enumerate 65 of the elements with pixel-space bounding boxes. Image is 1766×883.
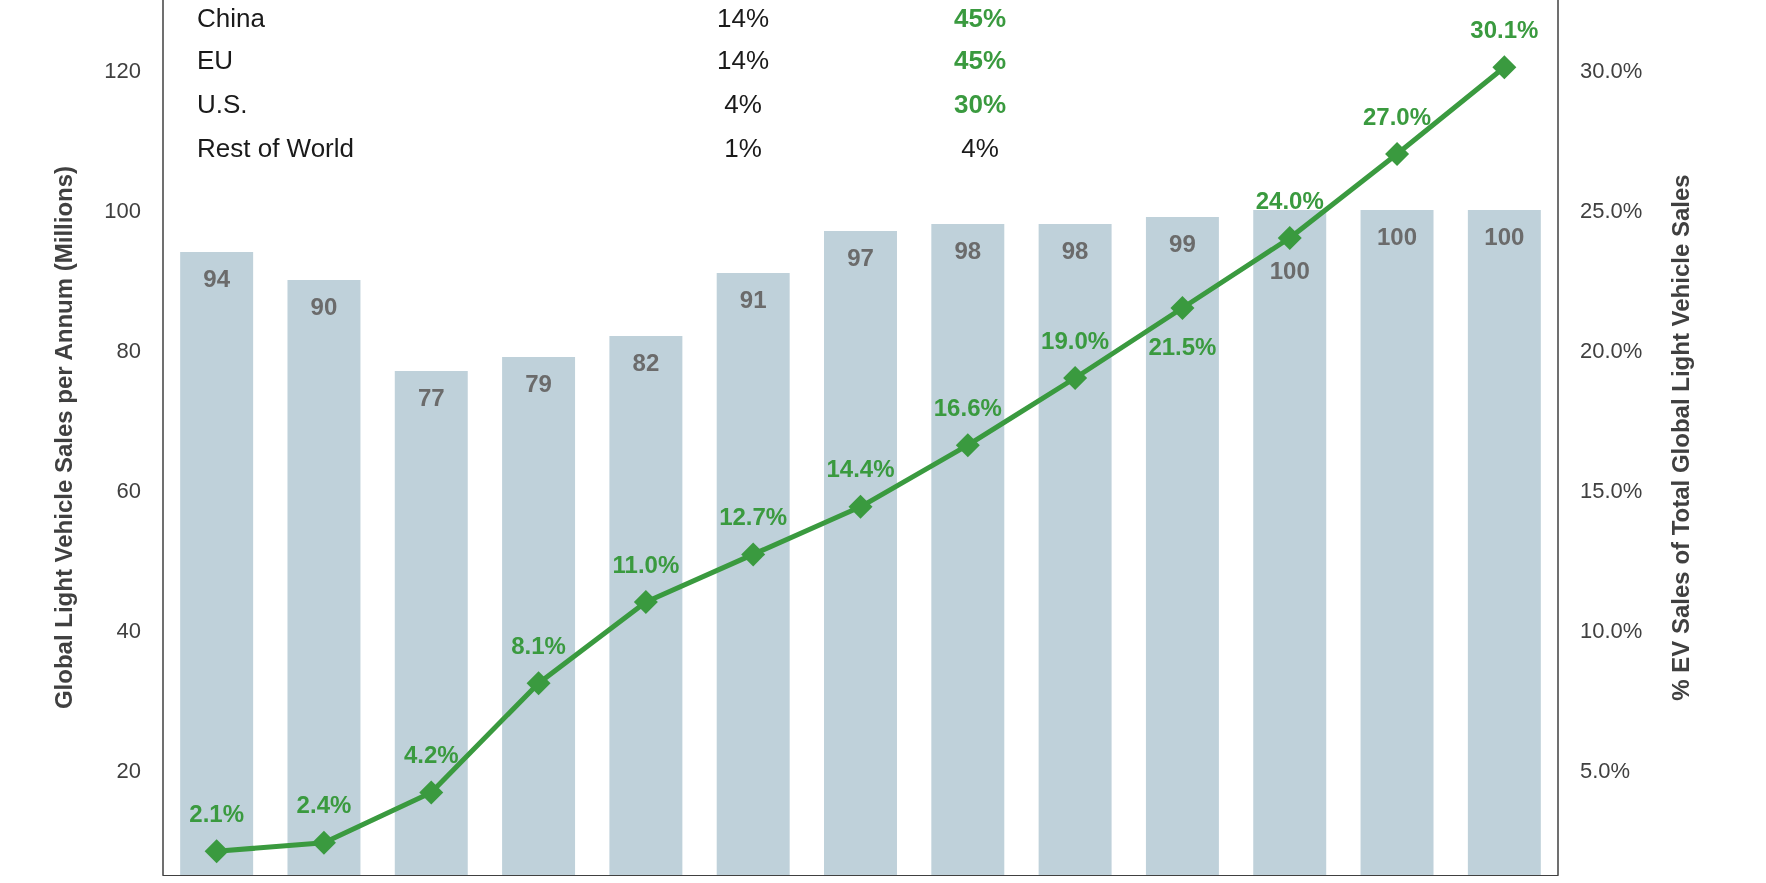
point [1492, 55, 1517, 80]
data-label: 27.0% [1363, 102, 1432, 130]
data-label: 2.4% [296, 791, 352, 819]
y-tick-label: 120 [104, 57, 141, 83]
y-tick-label: 60 [116, 477, 141, 503]
y-tick-label: 100 [104, 197, 141, 223]
data-label: 94 [203, 264, 231, 292]
point [419, 780, 444, 805]
annotation: 4% [961, 133, 999, 163]
annotation: Rest of World [197, 133, 355, 163]
point [311, 830, 336, 855]
y2-tick-label: 10.0% [1580, 617, 1643, 643]
data-label: 2.1% [189, 799, 245, 827]
data-label: 21.5% [1148, 332, 1217, 360]
data-label: 100 [1484, 222, 1525, 250]
point [633, 590, 658, 614]
annotation: 14% [716, 3, 770, 33]
y2-tick-label: 20.0% [1580, 337, 1643, 363]
data-label: 4.2% [403, 740, 459, 768]
data-label: 100 [1377, 222, 1418, 250]
y2-tick-label: 30.0% [1580, 57, 1643, 83]
point [741, 542, 766, 567]
annotation: 45% [953, 3, 1007, 33]
data-label: 97 [847, 243, 874, 271]
data-label: 90 [310, 292, 338, 320]
y-axis-title: Global Light Vehicle Sales per Annum (Millions) [49, 165, 77, 710]
data-label: 19.0% [1041, 326, 1110, 354]
annotation: 45% [953, 45, 1007, 75]
data-label: 98 [1061, 236, 1089, 264]
annotation: 4% [724, 89, 762, 119]
y2-axis-title: % EV Sales of Total Global Light Vehicle Sales [1666, 174, 1694, 701]
y-tick-label: 20 [116, 757, 141, 783]
data-label: 82 [632, 348, 660, 376]
point [1385, 142, 1410, 166]
point [1277, 226, 1302, 250]
data-label: 30.1% [1470, 15, 1539, 43]
data-label: 91 [739, 285, 767, 313]
data-label: 100 [1269, 256, 1310, 284]
point [204, 839, 229, 864]
data-label: 11.0% [612, 550, 680, 578]
annotation: U.S. [197, 89, 248, 119]
data-label: 8.1% [511, 631, 566, 659]
y-tick-label: 80 [116, 337, 141, 363]
data-label: 14.4% [826, 455, 895, 483]
data-label: 98 [954, 236, 982, 264]
data-label: 99 [1169, 229, 1196, 257]
annotation: 1% [724, 133, 762, 163]
data-label: 16.6% [933, 393, 1002, 421]
y2-tick-label: 5.0% [1580, 757, 1631, 783]
annotation: 14% [716, 45, 770, 75]
data-label: 24.0% [1255, 186, 1324, 214]
point [955, 433, 980, 458]
annotation: EU [197, 45, 234, 75]
point [526, 671, 551, 696]
data-label: 79 [525, 369, 552, 397]
annotation: 30% [953, 89, 1007, 119]
point [1170, 296, 1195, 320]
y-tick-label: 40 [116, 617, 141, 643]
y2-tick-label: 15.0% [1580, 477, 1643, 503]
data-label: 12.7% [719, 502, 788, 530]
data-label: 77 [417, 383, 445, 411]
y2-tick-label: 25.0% [1580, 197, 1643, 223]
point [848, 494, 873, 519]
point [1063, 366, 1088, 390]
annotation: China [197, 3, 266, 33]
